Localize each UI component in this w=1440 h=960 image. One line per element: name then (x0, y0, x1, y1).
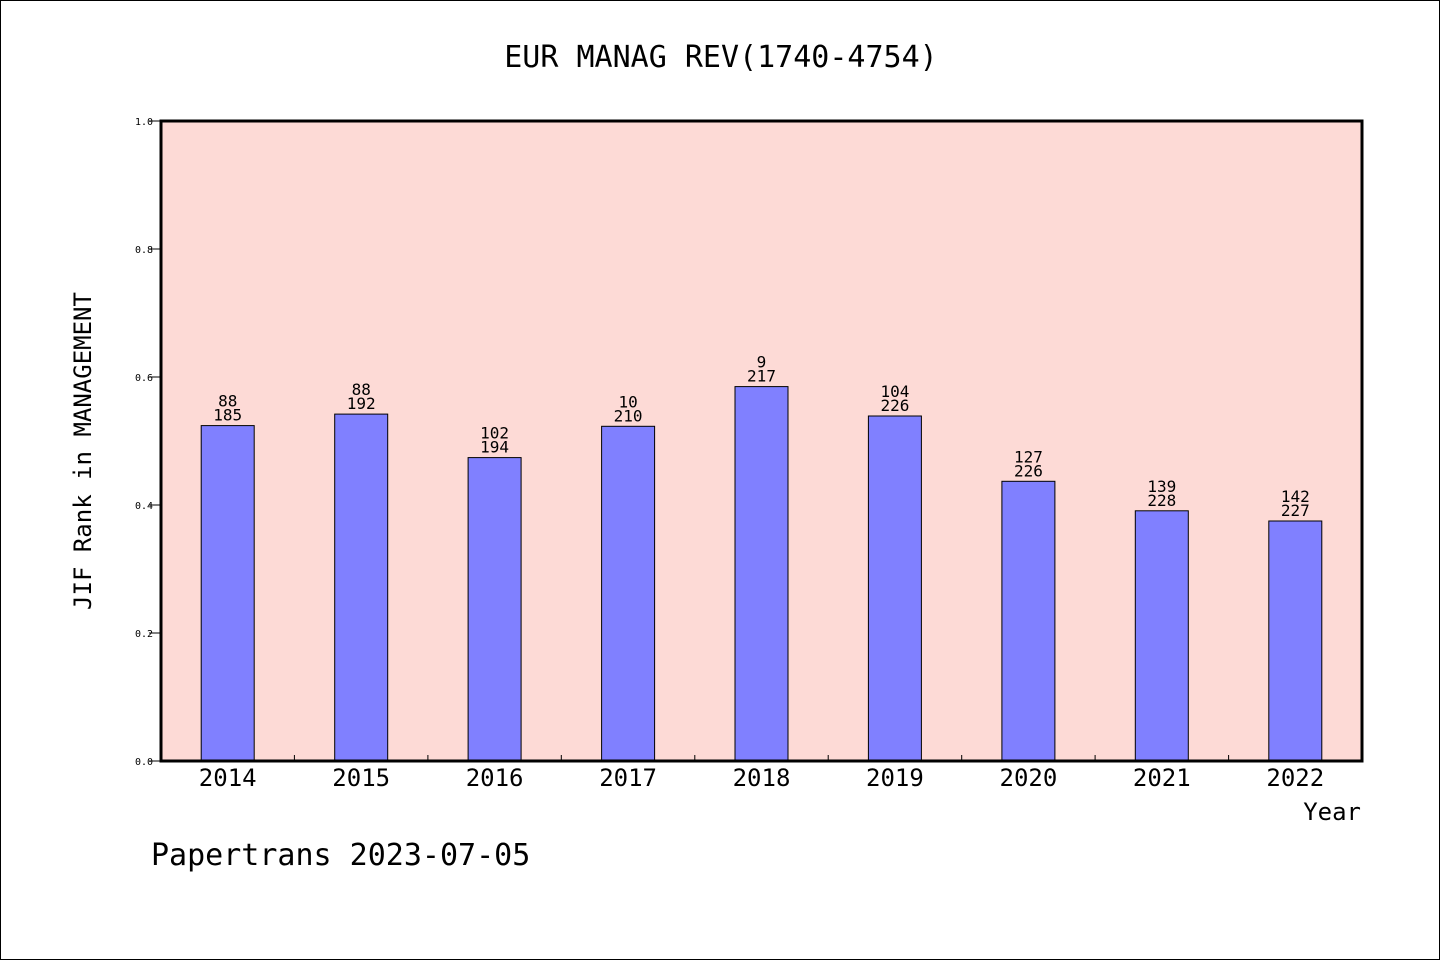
bar-total-label-2020: 226 (1014, 461, 1043, 480)
y-axis-title: JIF Rank in MANAGEMENT (69, 292, 97, 610)
y-tick-label: 0.6 (135, 373, 153, 384)
bar-rank-label-2022: 142 (1281, 487, 1310, 506)
bar-2021 (1134, 510, 1189, 762)
bar-2015 (334, 413, 389, 762)
plot-frame (159, 119, 1364, 763)
footer-text: Papertrans 2023-07-05 (151, 838, 530, 873)
bar-2022 (1268, 520, 1323, 762)
bar-total-label-2014: 185 (213, 406, 242, 425)
bar-rank-label-2017: 10 (618, 392, 637, 411)
y-tick-label: 0.8 (135, 245, 153, 256)
x-tick-label-2021: 2021 (1133, 764, 1191, 792)
x-tick-label-2019: 2019 (866, 764, 924, 792)
bars-group (200, 386, 1323, 762)
x-axis: 2014 2015 2016 2017 2018 2019 2020 2021 2022 (199, 755, 1324, 792)
bar-2018 (734, 386, 789, 762)
y-tick-label: 0.4 (135, 501, 153, 512)
y-tick-label: 1.0 (135, 117, 153, 128)
x-tick-label-2016: 2016 (466, 764, 524, 792)
bar-rank-label-2014: 88 (218, 392, 237, 411)
bar-rank-label-2020: 127 (1014, 447, 1043, 466)
x-tick-label-2015: 2015 (332, 764, 390, 792)
bar-2017 (601, 425, 656, 762)
chart-title: EUR MANAG REV(1740-4754) (504, 40, 937, 75)
x-tick-label-2020: 2020 (1000, 764, 1058, 792)
bar-2019 (867, 415, 922, 762)
bar-2014 (200, 425, 255, 762)
y-axis: 0.0 0.2 0.4 0.6 0.8 1.0 (135, 117, 161, 768)
x-tick-label-2014: 2014 (199, 764, 257, 792)
bar-total-label-2021: 228 (1147, 491, 1176, 510)
bar-labels-group: 8818588192102194102109217104226127226139… (213, 353, 1310, 520)
x-tick-label-2017: 2017 (599, 764, 657, 792)
bar-2016 (467, 457, 522, 762)
y-tick-label: 0.2 (135, 629, 153, 640)
x-tick-label-2022: 2022 (1266, 764, 1324, 792)
bar-total-label-2015: 192 (347, 394, 376, 413)
bar-total-label-2017: 210 (614, 406, 643, 425)
y-tick-label: 0.0 (135, 757, 153, 768)
bar-rank-label-2016: 102 (480, 424, 509, 443)
x-axis-title: Year (1303, 798, 1361, 826)
bar-total-label-2018: 217 (747, 367, 776, 386)
bar-rank-label-2015: 88 (352, 380, 371, 399)
bar-2020 (1001, 480, 1056, 762)
bar-total-label-2019: 226 (880, 396, 909, 415)
bar-total-label-2016: 194 (480, 438, 509, 457)
bar-rank-label-2019: 104 (880, 382, 909, 401)
bar-rank-label-2021: 139 (1147, 477, 1176, 496)
bar-total-label-2022: 227 (1281, 501, 1310, 520)
x-tick-label-2018: 2018 (733, 764, 791, 792)
bar-rank-label-2018: 9 (757, 353, 767, 372)
